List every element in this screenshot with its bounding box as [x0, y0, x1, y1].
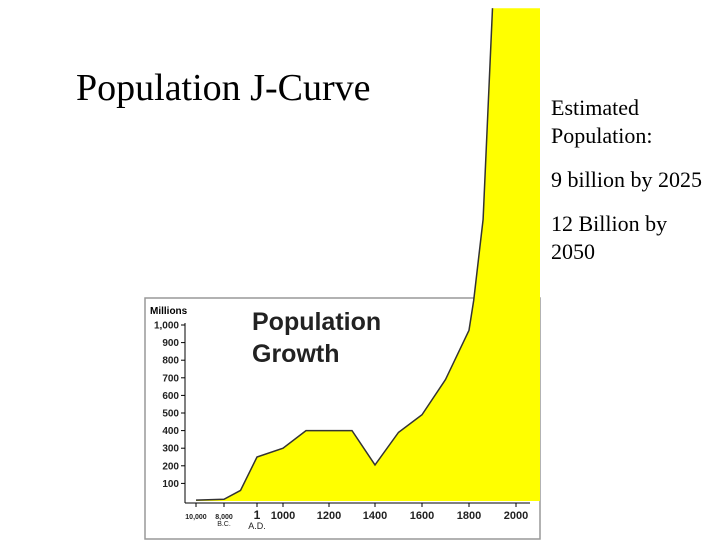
y-tick-label: 100 — [162, 479, 179, 490]
bullet: 9 billion by 2025 — [551, 167, 702, 192]
y-axis-label: Millions — [150, 306, 188, 317]
y-tick-label: 1,000 — [154, 321, 179, 332]
x-tick-label: 1800 — [457, 510, 481, 522]
x-tick-label: 1600 — [410, 510, 434, 522]
y-tick-label: 600 — [162, 391, 179, 402]
y-tick-label: 400 — [162, 426, 179, 437]
x-tick-label: 8,000 — [215, 514, 233, 521]
area — [196, 8, 540, 501]
x-tick-label: 10,000 — [185, 514, 207, 521]
x-tick-label: 1400 — [363, 510, 387, 522]
annotation: B.C. — [217, 521, 231, 528]
x-tick-label: 1200 — [317, 510, 341, 522]
y-tick-label: 300 — [162, 444, 179, 455]
bullet-list: Estimated Population: 9 billion by 2025 … — [551, 94, 711, 282]
area-edge — [195, 8, 494, 501]
bullet: Estimated Population: — [551, 95, 653, 148]
bullet: 12 Billion by 2050 — [551, 211, 668, 264]
y-tick-label: 800 — [162, 356, 179, 367]
x-tick-label: 1 — [254, 508, 261, 522]
x-tick-label: 2000 — [504, 510, 528, 522]
x-tick-label: 1000 — [271, 510, 295, 522]
slide-title: Population J-Curve — [76, 67, 371, 109]
y-tick-label: 700 — [162, 373, 179, 384]
chart-title: Population — [252, 308, 381, 336]
y-tick-label: 500 — [162, 409, 179, 420]
chart-title: Growth — [252, 340, 340, 368]
y-tick-label: 200 — [162, 461, 179, 472]
annotation: A.D. — [248, 521, 266, 531]
y-tick-label: 900 — [162, 338, 179, 349]
